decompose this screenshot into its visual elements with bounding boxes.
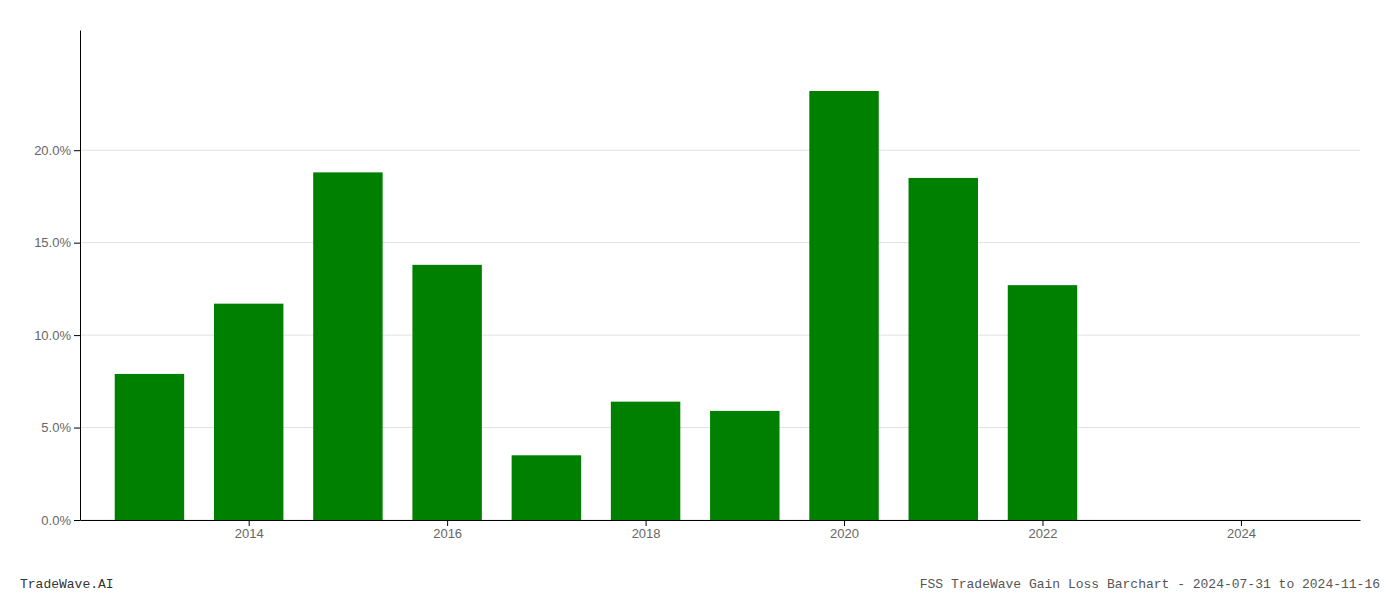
x-tick-mark — [844, 520, 845, 526]
x-axis: 2014 2016 2018 2020 2022 2024 — [81, 520, 1361, 541]
y-tick-label: 0.0% — [41, 513, 71, 528]
y-tick-mark — [74, 428, 80, 429]
y-tick-mark — [74, 335, 80, 336]
y-tick-mark — [74, 520, 80, 521]
footer-text: FSS TradeWave Gain Loss Barchart - 2024-… — [920, 577, 1380, 592]
y-axis-line — [80, 31, 81, 521]
x-tick-label: 2020 — [830, 526, 859, 541]
bar — [313, 172, 382, 520]
plot-area — [115, 91, 1077, 520]
x-tick-label: 2018 — [632, 526, 661, 541]
bar — [809, 91, 878, 520]
bar — [710, 411, 779, 520]
bar — [909, 178, 978, 520]
x-tick-label: 2024 — [1227, 526, 1256, 541]
chart: 2014 2016 2018 2020 2022 2024 0.0% 5.0% 10.0% 15.… — [0, 0, 1400, 600]
y-tick-mark — [74, 243, 80, 244]
bar — [412, 265, 481, 520]
x-tick-mark — [249, 520, 250, 526]
x-tick-mark — [646, 520, 647, 526]
y-axis: 0.0% 5.0% 10.0% 15.0% 20.0% — [34, 31, 80, 528]
x-tick-label: 2022 — [1029, 526, 1058, 541]
y-tick-mark — [74, 150, 80, 151]
bar — [512, 455, 581, 520]
x-tick-label: 2016 — [433, 526, 462, 541]
bar — [214, 304, 283, 520]
x-tick-mark — [1241, 520, 1242, 526]
x-tick-mark — [447, 520, 448, 526]
x-tick: 2018 — [632, 520, 661, 541]
y-tick-label: 15.0% — [34, 235, 71, 250]
grid-line — [80, 242, 1360, 243]
x-tick-label: 2014 — [235, 526, 264, 541]
y-tick: 5.0% — [41, 420, 80, 435]
bar — [1008, 285, 1077, 520]
x-axis-line — [81, 520, 1361, 521]
grid — [80, 150, 1360, 520]
y-tick-label: 10.0% — [34, 328, 71, 343]
footer-text: TradeWave.AI — [20, 577, 114, 592]
grid-line — [80, 150, 1360, 151]
x-tick: 2024 — [1227, 520, 1256, 541]
y-tick: 20.0% — [34, 143, 80, 158]
bar — [115, 374, 184, 520]
x-tick-mark — [1042, 520, 1043, 526]
x-tick: 2020 — [830, 520, 859, 541]
x-tick: 2014 — [235, 520, 264, 541]
x-tick: 2022 — [1029, 520, 1058, 541]
y-tick-label: 5.0% — [41, 420, 71, 435]
y-tick: 15.0% — [34, 235, 80, 250]
y-tick-label: 20.0% — [34, 143, 71, 158]
bar — [611, 402, 680, 520]
x-tick: 2016 — [433, 520, 462, 541]
y-tick: 10.0% — [34, 328, 80, 343]
y-tick: 0.0% — [41, 513, 80, 528]
